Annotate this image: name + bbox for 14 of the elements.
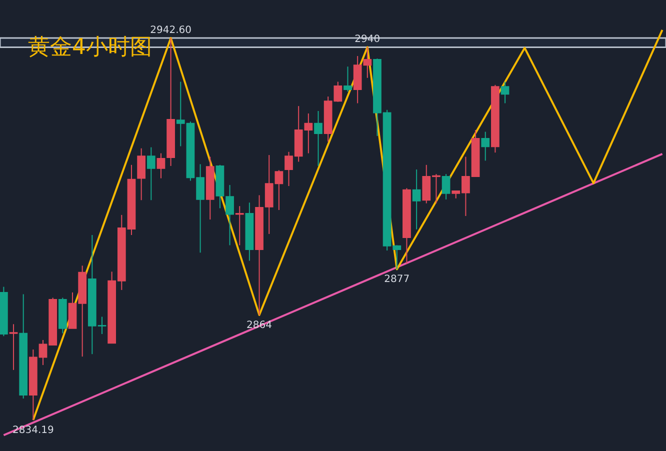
annotation: 2877 <box>384 274 410 286</box>
candlestick <box>442 174 450 200</box>
candlestick <box>156 152 166 179</box>
candlestick <box>9 324 18 370</box>
candlestick <box>500 81 510 104</box>
candlestick <box>314 110 322 166</box>
candlestick <box>235 206 244 246</box>
candlestick <box>412 168 421 230</box>
candlestick <box>344 66 352 92</box>
annotation: 2834.19 <box>12 425 54 436</box>
annotation: 2942.60 <box>150 25 192 36</box>
candlestick <box>137 148 146 201</box>
candlestick <box>146 146 156 201</box>
candlestick <box>481 131 490 162</box>
